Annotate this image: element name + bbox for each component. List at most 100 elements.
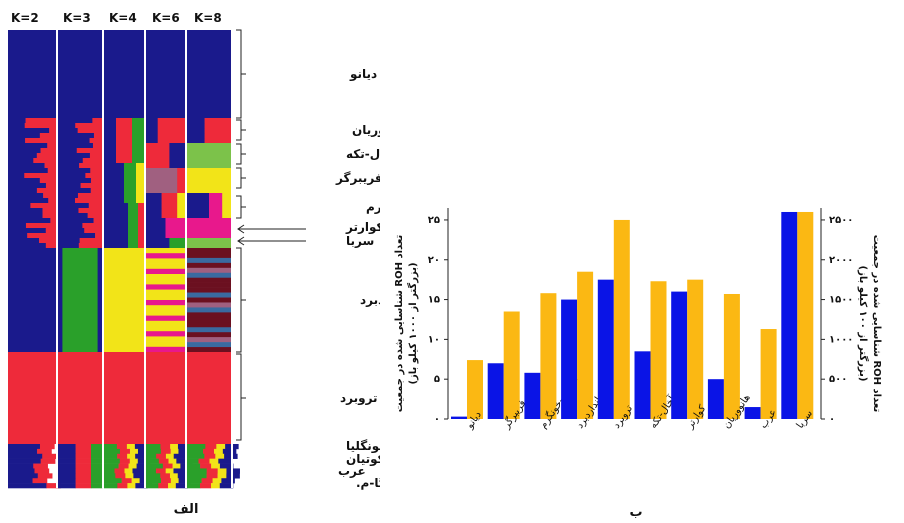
ancestry-segment [177,173,186,179]
ancestry-segment [133,473,146,479]
ancestry-segment [158,483,169,489]
ancestry-segment [104,473,116,479]
ancestry-segment [187,307,232,313]
ancestry-segment [219,483,234,489]
ancestry-segment [204,138,232,144]
ancestry-block [8,248,56,352]
ancestry-segment [187,213,210,219]
ancestry-segment [116,118,133,124]
ancestry-segment [89,153,103,159]
ancestry-segment [187,188,232,194]
ancestry-segment [104,183,125,189]
k-label-4: K=4 [109,11,137,25]
ancestry-segment [8,453,43,459]
ancestry-segment [91,463,103,469]
ancestry-segment [221,478,235,484]
bar-series-2 [687,279,704,419]
panel-label-right: ب [629,505,642,520]
ancestry-segment [128,228,139,234]
ancestry-segment [45,183,57,189]
ancestry-segment [8,463,34,469]
ancestry-segment [58,198,76,204]
ancestry-segment [187,287,232,293]
label-akhal-teke: آخال-تکه [346,146,380,161]
ancestry-segment [8,198,49,204]
ancestry-segment [39,178,57,184]
label-yakutian: یاکوتیان [346,452,380,467]
ancestry-segment [135,483,148,489]
ancestry-segment [138,223,145,229]
ancestry-segment [75,478,92,484]
ancestry-segment [136,168,145,174]
ancestry-segment [177,168,186,174]
ancestry-segment [104,238,129,244]
population-brackets [236,29,306,441]
ancestry-segment [187,302,232,308]
ancestry-segment [58,123,76,129]
ancestry-segment [8,153,38,159]
ancestry-segment [90,178,103,184]
ancestry-segment [177,183,186,189]
ancestry-segment [146,208,162,214]
k-labels: K=2 K=3 K=4 K=6 K=8 [11,11,222,25]
ancestry-segment [75,123,103,129]
ancestry-segment [119,448,131,455]
ancestry-segment [146,163,170,169]
ancestry-segment [32,478,48,484]
ancestry-segment [104,208,129,214]
ancestry-segment [91,453,103,459]
label-sorraia: سربا [346,234,374,248]
ancestry-segment [93,218,103,224]
ancestry-segment [226,473,240,479]
ancestry-segment [58,118,93,124]
ancestry-segment [187,183,232,189]
bar-series-2 [503,311,520,419]
ancestry-segment [135,453,148,459]
ancestry-segment [58,243,80,249]
ancestry-segment [209,203,223,209]
ancestry-segment [146,478,162,484]
ancestry-segment [187,252,232,259]
bracket-freiberger [236,167,246,189]
bar-series-2 [723,293,740,419]
ancestry-segment [146,123,158,129]
ancestry-segment [217,468,227,474]
ancestry-segment [47,168,57,174]
ancestry-segment [30,203,57,209]
ancestry-segment [39,133,57,139]
ancestry-segment [8,163,45,169]
ancestry-segment [58,208,79,214]
bar-series-1 [597,279,614,419]
ancestry-segment [187,118,205,124]
ancestry-segment [8,143,48,149]
ancestry-segment [124,468,133,474]
ancestry-segment [209,208,223,214]
ancestry-segment [58,158,84,164]
ancestry-segment [187,228,232,234]
ancestry-segment [84,228,103,234]
ancestry-segment [146,143,170,149]
ancestry-segment [75,453,92,459]
ancestry-segment [8,203,31,209]
ancestry-segment [222,203,232,209]
ancestry-segment [160,448,171,455]
ancestry-segment [8,158,34,164]
ancestry-segment [132,138,145,144]
ancestry-segment [209,213,223,219]
ancestry-segment [146,253,186,259]
ancestry-segment [138,238,145,244]
ancestry-segment [58,173,86,179]
ancestry-segment [146,326,186,332]
ancestry-segment [128,223,139,229]
ancestry-segment [58,463,76,469]
ancestry-segment [201,478,213,484]
ancestry-segment [165,453,175,459]
ancestry-segment [116,148,133,154]
column-gap [56,30,58,488]
bracket-thoroughbred [236,353,246,441]
ancestry-block [104,248,144,352]
ancestry-segment [138,208,145,214]
ancestry-segment [114,468,125,474]
ancestry-segment [132,128,145,134]
